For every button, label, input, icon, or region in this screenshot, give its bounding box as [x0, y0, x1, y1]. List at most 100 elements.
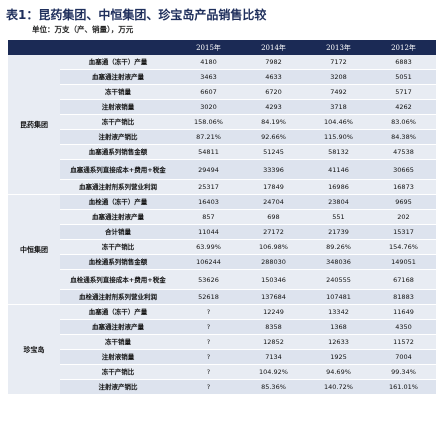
cell-value: 12633 — [306, 334, 371, 350]
cell-value: 16986 — [306, 179, 371, 195]
cell-value: 115.90% — [306, 129, 371, 145]
cell-value: 89.26% — [306, 239, 371, 255]
header-row: 2015年 2014年 2013年 2012年 — [8, 40, 436, 55]
year-header: 2014年 — [241, 40, 306, 55]
data-row: 血栓通注射剂系列营业利润 52618 137684 107481 81883 — [8, 289, 436, 305]
row-label: 注射液产销比 — [60, 129, 176, 145]
cell-value: 84.38% — [371, 129, 436, 145]
group-name: 中恒集团 — [8, 194, 60, 305]
cell-value: 149051 — [371, 254, 436, 270]
cell-value: 21739 — [306, 224, 371, 240]
cell-value: 23804 — [306, 194, 371, 210]
cell-value: 11572 — [371, 334, 436, 350]
cell-value: 9695 — [371, 194, 436, 210]
cell-value: 3020 — [176, 99, 241, 115]
row-label: 冻干产销比 — [60, 364, 176, 380]
cell-value: 92.66% — [241, 129, 306, 145]
row-label: 血栓通系列销售金额 — [60, 254, 176, 270]
title: 表1：昆药集团、中恒集团、珍宝岛产品销售比较 — [6, 8, 267, 22]
cell-value: 6607 — [176, 84, 241, 100]
cell-value: 7004 — [371, 349, 436, 365]
cell-value: 33396 — [241, 159, 306, 180]
cell-value: 17849 — [241, 179, 306, 195]
cell-value: 58132 — [306, 144, 371, 160]
data-row: 血塞通注射剂系列营业利润 25317 17849 16986 16873 — [8, 179, 436, 195]
cell-value: ? — [176, 379, 241, 395]
data-row: 冻干产销比 158.06% 84.19% 104.46% 83.06% — [8, 114, 436, 130]
cell-value: 52618 — [176, 289, 241, 305]
cell-value: 7134 — [241, 349, 306, 365]
row-label: 血塞通（冻干）产量 — [60, 55, 176, 70]
row-label: 血塞通系列直接成本+费用+税金 — [60, 159, 176, 180]
cell-value: 202 — [371, 209, 436, 225]
data-row: 冻干产销比 63.99% 106.98% 89.26% 154.76% — [8, 239, 436, 255]
cell-value: 84.19% — [241, 114, 306, 130]
data-row: 血栓通系列直接成本+费用+税金 53626 150346 240555 67168 — [8, 269, 436, 290]
data-row: 血塞通系列直接成本+费用+税金 29494 33396 41146 30665 — [8, 159, 436, 180]
year-header: 2013年 — [306, 40, 371, 55]
cell-value: 4633 — [241, 69, 306, 85]
cell-value: 154.76% — [371, 239, 436, 255]
table-body: 昆药集团 血塞通（冻干）产量 4180 7982 7172 6883 血塞通注射液产量 346… — [8, 55, 436, 395]
cell-value: 30665 — [371, 159, 436, 180]
row-label: 血塞通（冻干）产量 — [60, 304, 176, 320]
cell-value: 348036 — [306, 254, 371, 270]
cell-value: 6883 — [371, 55, 436, 70]
data-row: 冻干销量 6607 6720 7492 5717 — [8, 84, 436, 100]
cell-value: 150346 — [241, 269, 306, 290]
sales-table: 2015年 2014年 2013年 2012年 昆药集团 血塞通（冻干）产量 4180 79… — [8, 40, 436, 395]
cell-value: 857 — [176, 209, 241, 225]
cell-value: 1368 — [306, 319, 371, 335]
cell-value: 8358 — [241, 319, 306, 335]
cell-value: 698 — [241, 209, 306, 225]
subtitle: 单位：万支（产、销量），万元 — [32, 25, 134, 34]
header-blank — [8, 40, 60, 55]
cell-value: 158.06% — [176, 114, 241, 130]
cell-value: 11044 — [176, 224, 241, 240]
cell-value: 83.06% — [371, 114, 436, 130]
data-row: 昆药集团 血塞通（冻干）产量 4180 7982 7172 6883 — [8, 55, 436, 195]
cell-value: 3208 — [306, 69, 371, 85]
header-blank — [60, 40, 176, 55]
cell-value: 47538 — [371, 144, 436, 160]
row-label: 血栓通注射剂系列营业利润 — [60, 289, 176, 305]
cell-value: ? — [176, 349, 241, 365]
row-label: 血塞通注射液产量 — [60, 319, 176, 335]
row-label: 血塞通注射液产量 — [60, 69, 176, 85]
group-name: 昆药集团 — [8, 55, 60, 195]
cell-value: 4180 — [176, 55, 241, 70]
cell-value: 4350 — [371, 319, 436, 335]
row-label: 冻干销量 — [60, 334, 176, 350]
row-label: 血栓通系列直接成本+费用+税金 — [60, 269, 176, 290]
data-row: 血塞通注射液产量 857 698 551 202 — [8, 209, 436, 225]
cell-value: 137684 — [241, 289, 306, 305]
data-row: 珍宝岛 血塞通（冻干）产量? 12249 13342 11649 — [8, 304, 436, 395]
row-label: 血塞通注射剂系列营业利润 — [60, 179, 176, 195]
cell-value: 51245 — [241, 144, 306, 160]
cell-value: 7172 — [306, 55, 371, 70]
cell-value: 13342 — [306, 304, 371, 320]
group-name: 珍宝岛 — [8, 304, 60, 395]
cell-value: 29494 — [176, 159, 241, 180]
cell-value: 7982 — [241, 55, 306, 70]
cell-value: 4293 — [241, 99, 306, 115]
cell-value: ? — [176, 364, 241, 380]
data-row: 注射液产销比 87.21% 92.66% 115.90% 84.38% — [8, 129, 436, 145]
cell-value: 53626 — [176, 269, 241, 290]
row-label: 血塞通注射液产量 — [60, 209, 176, 225]
cell-value: 16403 — [176, 194, 241, 210]
cell-value: 12249 — [241, 304, 306, 320]
row-label: 冻干产销比 — [60, 114, 176, 130]
cell-value: 3718 — [306, 99, 371, 115]
row-label: 注射液产销比 — [60, 379, 176, 395]
cell-value: 24704 — [241, 194, 306, 210]
cell-value: 104.92% — [241, 364, 306, 380]
year-header: 2012年 — [371, 40, 436, 55]
cell-value: 288030 — [241, 254, 306, 270]
row-label: 冻干产销比 — [60, 239, 176, 255]
cell-value: 6720 — [241, 84, 306, 100]
cell-value: 99.34% — [371, 364, 436, 380]
cell-value: 1925 — [306, 349, 371, 365]
year-header: 2015年 — [176, 40, 241, 55]
cell-value: 27172 — [241, 224, 306, 240]
